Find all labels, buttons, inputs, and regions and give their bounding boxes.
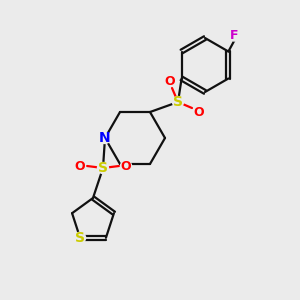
Text: O: O [75, 160, 85, 172]
Circle shape [229, 30, 240, 41]
Text: N: N [99, 131, 111, 145]
Circle shape [121, 160, 131, 172]
Text: O: O [165, 74, 175, 88]
Circle shape [172, 97, 184, 107]
Circle shape [75, 232, 86, 243]
Text: S: S [98, 161, 108, 175]
Text: F: F [230, 29, 238, 42]
Circle shape [100, 133, 110, 143]
Text: O: O [194, 106, 204, 118]
Circle shape [194, 106, 205, 118]
Text: S: S [173, 95, 183, 109]
Circle shape [164, 76, 175, 86]
Circle shape [98, 163, 109, 173]
Text: O: O [121, 160, 131, 172]
Circle shape [74, 160, 86, 172]
Text: S: S [75, 231, 85, 245]
